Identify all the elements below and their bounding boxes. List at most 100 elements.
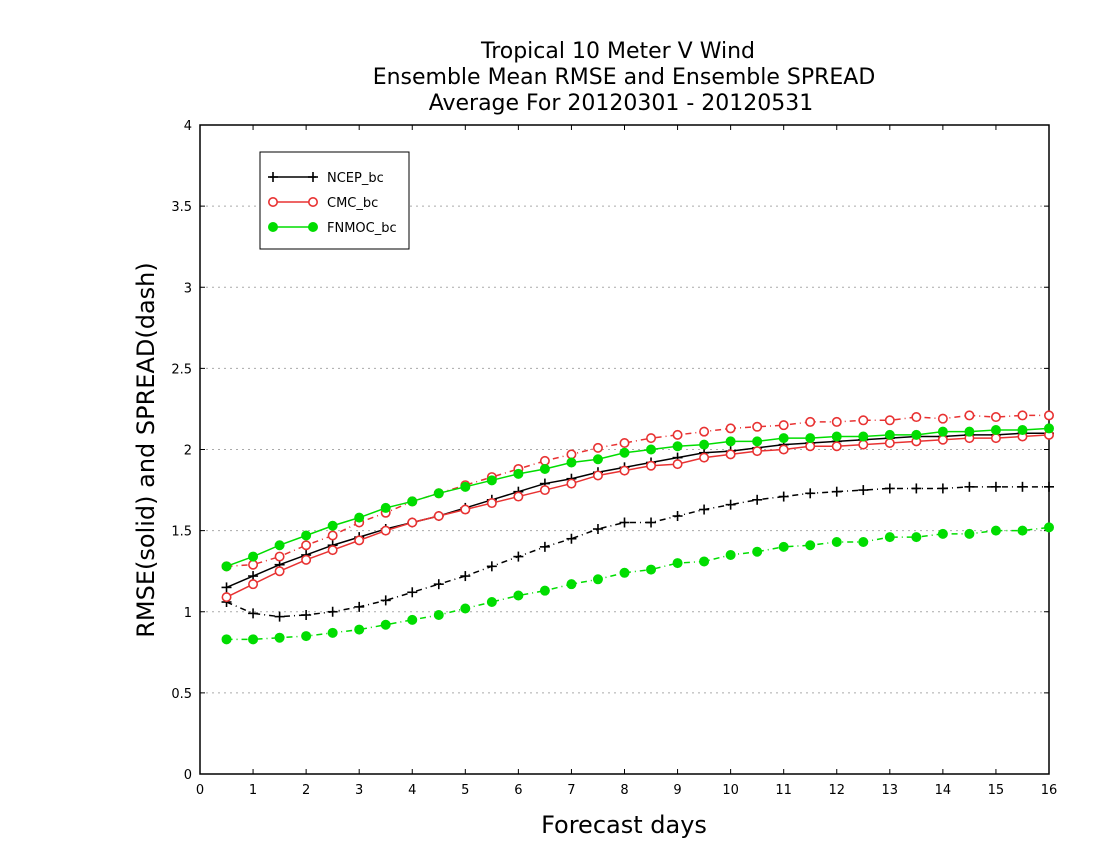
- series-FNMOC_bc-rmse-point: [486, 475, 497, 486]
- x-tick-label: 14: [935, 783, 952, 798]
- x-tick-label: 6: [514, 783, 522, 798]
- legend-label-CMC_bc: CMC_bc: [327, 196, 378, 211]
- series-CMC_bc-rmse-point: [725, 449, 736, 460]
- series-CMC_bc-rmse-point: [354, 535, 365, 546]
- series-FNMOC_bc-rmse-point: [725, 436, 736, 447]
- legend-label-FNMOC_bc: FNMOC_bc: [327, 221, 397, 236]
- legend-marker-FNMOC_bc: [308, 222, 318, 232]
- series-FNMOC_bc-rmse-point: [592, 454, 603, 465]
- series-CMC_bc-spread-point: [964, 410, 975, 421]
- series-FNMOC_bc-spread-point: [672, 558, 683, 569]
- series-CMC_bc-rmse-point: [831, 441, 842, 452]
- series-NCEP_bc-spread-point: [937, 483, 948, 494]
- y-tick-label: 1: [184, 606, 192, 621]
- y-tick-label: 0.5: [171, 687, 192, 702]
- series-FNMOC_bc-spread-point: [858, 536, 869, 547]
- series-NCEP_bc-spread-point: [513, 551, 524, 562]
- series-NCEP_bc-spread-point: [990, 481, 1001, 492]
- series-CMC_bc-rmse-point: [805, 441, 816, 452]
- series-NCEP_bc-spread-line: [226, 486, 1049, 618]
- series-NCEP_bc-spread-point: [964, 481, 975, 492]
- x-tick-label: 13: [882, 783, 899, 798]
- series-NCEP_bc-spread-point: [274, 611, 285, 622]
- series-CMC_bc-spread-point: [884, 415, 895, 426]
- series-FNMOC_bc-rmse-point: [858, 431, 869, 442]
- series-CMC_bc-spread-point: [539, 455, 550, 466]
- series-FNMOC_bc-rmse-point: [327, 520, 338, 531]
- series-CMC_bc-rmse-point: [592, 470, 603, 481]
- series-CMC_bc-rmse-point: [221, 592, 232, 603]
- series-CMC_bc-rmse-point: [699, 452, 710, 463]
- series-FNMOC_bc-rmse-point: [699, 439, 710, 450]
- series-FNMOC_bc-spread-point: [460, 603, 471, 614]
- series-CMC_bc-spread-point: [831, 416, 842, 427]
- series-CMC_bc-rmse-point: [646, 460, 657, 471]
- y-tick-label: 2.5: [171, 362, 192, 377]
- series-CMC_bc-rmse-point: [566, 478, 577, 489]
- series-FNMOC_bc-spread-point: [752, 546, 763, 557]
- series-FNMOC_bc-spread-point: [1044, 522, 1054, 533]
- series-CMC_bc-rmse-point: [460, 504, 471, 515]
- series-NCEP_bc-spread-point: [1044, 481, 1054, 492]
- series-NCEP_bc-spread-point: [301, 609, 312, 620]
- series-NCEP_bc-spread-point: [566, 533, 577, 544]
- series-NCEP_bc-spread-point: [778, 491, 789, 502]
- series-CMC_bc-rmse-point: [301, 554, 312, 565]
- series-FNMOC_bc-spread-point: [486, 597, 497, 608]
- series-FNMOC_bc-rmse-point: [937, 426, 948, 437]
- series-FNMOC_bc-rmse-point: [380, 502, 391, 513]
- x-tick-label: 15: [988, 783, 1005, 798]
- series-FNMOC_bc-spread-point: [274, 632, 285, 643]
- series-FNMOC_bc-spread-point: [884, 532, 895, 543]
- series-FNMOC_bc-rmse-point: [911, 429, 922, 440]
- series-CMC_bc-rmse-point: [990, 433, 1001, 444]
- series-FNMOC_bc-rmse-point: [407, 496, 418, 507]
- x-tick-label: 2: [302, 783, 310, 798]
- y-axis-label: RMSE(solid) and SPREAD(dash): [132, 262, 160, 638]
- series-CMC_bc-rmse-point: [380, 525, 391, 536]
- y-tick-label: 1.5: [171, 525, 192, 540]
- series-CMC_bc-spread-point: [672, 429, 683, 440]
- series-FNMOC_bc-spread-point: [513, 590, 524, 601]
- x-tick-label: 10: [722, 783, 739, 798]
- series-FNMOC_bc-rmse-point: [752, 436, 763, 447]
- series-NCEP_bc-spread-point: [354, 601, 365, 612]
- series-FNMOC_bc-spread-point: [380, 619, 391, 630]
- series-NCEP_bc-spread-point: [831, 486, 842, 497]
- series-NCEP_bc-spread-point: [858, 485, 869, 496]
- series-CMC_bc-rmse-point: [619, 465, 630, 476]
- series-CMC_bc-rmse-point: [407, 517, 418, 528]
- series-CMC_bc-rmse-point: [539, 485, 550, 496]
- series-FNMOC_bc-spread-point: [778, 541, 789, 552]
- legend-marker-FNMOC_bc: [268, 222, 278, 232]
- series-NCEP_bc-spread-point: [486, 561, 497, 572]
- series-FNMOC_bc-spread-point: [937, 528, 948, 539]
- series-NCEP_bc-spread-point: [248, 608, 259, 619]
- series-NCEP_bc-spread-point: [433, 579, 444, 590]
- series-FNMOC_bc-spread-point: [592, 574, 603, 585]
- series-FNMOC_bc-rmse-point: [964, 426, 975, 437]
- series-NCEP_bc-spread-point: [592, 524, 603, 535]
- series-NCEP_bc-spread-point: [672, 511, 683, 522]
- series-layer: [221, 410, 1055, 645]
- series-FNMOC_bc-rmse-point: [778, 433, 789, 444]
- x-axis-label: Forecast days: [541, 811, 707, 839]
- series-CMC_bc-spread-point: [1017, 410, 1028, 421]
- series-CMC_bc-rmse-point: [248, 579, 259, 590]
- series-FNMOC_bc-rmse-point: [646, 444, 657, 455]
- x-tick-label: 8: [620, 783, 628, 798]
- series-FNMOC_bc-spread-point: [831, 536, 842, 547]
- series-FNMOC_bc-spread-point: [699, 556, 710, 567]
- series-NCEP_bc-spread-point: [460, 571, 471, 582]
- series-CMC_bc-rmse-line: [226, 434, 1050, 598]
- series-NCEP_bc-spread-point: [725, 499, 736, 510]
- series-FNMOC_bc-rmse-point: [248, 551, 259, 562]
- series-FNMOC_bc-rmse-point: [619, 447, 630, 458]
- series-CMC_bc-spread-point: [646, 433, 657, 444]
- series-FNMOC_bc-spread-point: [433, 609, 444, 620]
- series-FNMOC_bc-rmse-point: [805, 433, 816, 444]
- series-CMC_bc-spread-point: [301, 540, 312, 551]
- series-CMC_bc-spread-point: [752, 421, 763, 432]
- series-FNMOC_bc-rmse-point: [1017, 425, 1028, 436]
